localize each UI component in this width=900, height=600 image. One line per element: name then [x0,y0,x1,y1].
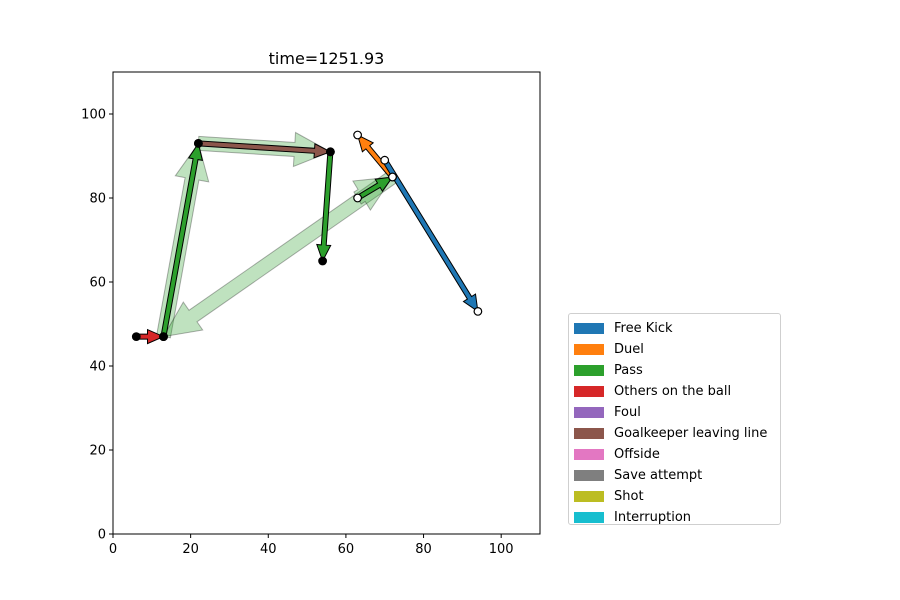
y-tick-label: 80 [89,192,106,207]
legend-label: Goalkeeper leaving line [614,426,768,441]
legend-item-offside: Offside [574,444,780,465]
legend-swatch [574,365,604,376]
legend-swatch [574,323,604,334]
legend-swatch [574,407,604,418]
chart-title: time=1251.93 [269,49,385,68]
plot-area-frame [112,71,541,535]
legend-label: Free Kick [614,321,673,336]
legend-item-interruption: Interruption [574,507,780,528]
legend: Free Kick Duel Pass Others on the ball Foul G… [568,313,781,525]
event-end-point-6 [473,307,483,316]
legend-label: Pass [614,363,643,378]
legend-item-pass: Pass [574,360,780,381]
legend-item-save-attempt: Save attempt [574,465,780,486]
y-tick-label: 40 [89,360,106,375]
legend-item-duel: Duel [574,339,780,360]
y-tick-label: 0 [98,528,106,543]
legend-swatch [574,470,604,481]
event-arrow-pass-3 [316,151,334,263]
event-start-point-6 [380,155,390,165]
event-arrow-pass-1 [160,142,204,338]
legend-swatch [574,449,604,460]
legend-item-goalkeeper-leaving-line: Goalkeeper leaving line [574,423,780,444]
event-start-point-5 [388,172,397,182]
event-arrow-goalkeeper-leaving-line-2 [197,140,332,159]
legend-label: Shot [614,489,644,504]
legend-item-free-kick: Free Kick [574,318,780,339]
legend-label: Offside [614,447,660,462]
x-tick-label: 0 [109,542,117,557]
event-arrow-duel-5 [356,134,396,180]
event-start-point-3 [326,147,335,157]
event-end-point-5 [353,130,363,140]
event-end-point-3 [318,256,328,266]
legend-item-others-on-the-ball: Others on the ball [574,381,780,402]
y-axis: 0 20 40 60 80 100 [81,108,113,543]
y-tick-label: 20 [89,444,106,459]
x-tick-label: 20 [182,542,199,557]
x-tick-label: 80 [415,542,432,557]
event-point-layer [131,130,483,342]
event-start-point-2 [193,138,203,148]
legend-label: Save attempt [614,468,703,483]
faded-arrow-pass-2 [162,170,398,338]
legend-swatch [574,344,604,355]
event-arrow-layer [135,134,479,345]
legend-label: Foul [614,405,641,420]
x-tick-label: 60 [338,542,355,557]
legend-swatch [574,386,604,397]
event-start-point-1 [159,332,168,342]
y-tick-label: 60 [89,276,106,291]
event-arrow-free-kick-6 [381,158,479,313]
legend-label: Others on the ball [614,384,732,399]
legend-item-shot: Shot [574,486,780,507]
x-tick-label: 100 [489,542,514,557]
x-axis: 0 20 40 60 80 100 [109,534,514,557]
legend-swatch [574,491,604,502]
legend-item-foul: Foul [574,402,780,423]
event-start-point-4 [353,193,363,203]
y-tick-label: 100 [81,108,106,123]
x-tick-label: 40 [260,542,277,557]
event-start-point-0 [131,332,141,342]
legend-swatch [574,512,604,523]
legend-swatch [574,428,604,439]
legend-label: Interruption [614,510,692,525]
legend-label: Duel [614,342,644,357]
event-arrow-pass-4 [355,176,394,201]
